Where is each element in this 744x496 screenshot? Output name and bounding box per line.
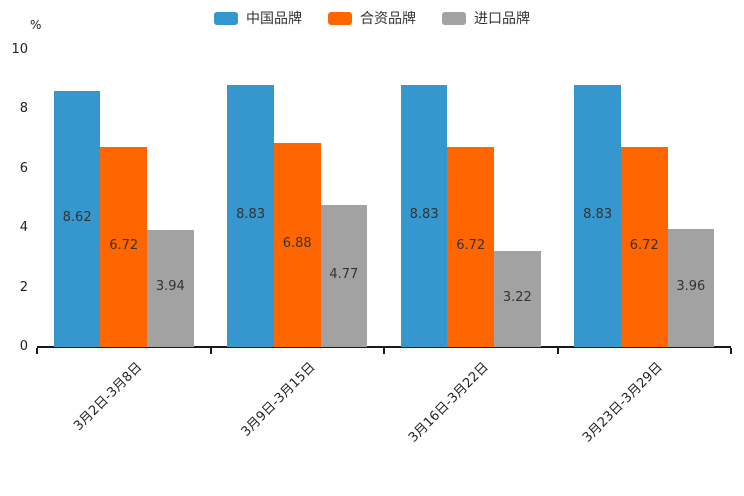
legend-swatch-icon [328,11,352,25]
bar-value-label: 8.83 [236,206,266,222]
legend-item-china-brand: 中国品牌 [214,8,302,28]
x-tick-mark [209,348,212,354]
x-category-label: 3月2日-3月8日 [71,359,146,434]
bar [227,84,274,347]
x-tick-mark [730,348,732,354]
bar-value-label: 3.22 [502,290,532,306]
legend-swatch-icon [214,11,238,25]
x-axis-line [37,346,731,348]
bar [574,84,621,347]
y-tick-label: 4 [19,220,28,236]
bar-value-label: 8.62 [62,209,92,225]
bar [620,147,668,347]
bar [100,147,148,347]
bar [667,229,715,347]
bar [147,229,194,347]
bar [494,251,541,347]
bar-value-label: 4.77 [329,267,359,283]
bar-value-label: 8.83 [583,206,613,222]
bar-value-label: 3.94 [155,279,185,295]
x-category-label: 3月9日-3月15日 [238,359,319,440]
legend-label: 进口品牌 [474,11,530,27]
legend-label: 中国品牌 [246,11,302,27]
x-category-label: 3月23日-3月29日 [579,359,666,446]
bar [273,142,321,347]
legend-item-joint-venture-brand: 合资品牌 [328,8,416,28]
y-axis-unit-label: % [30,18,42,32]
legend-swatch-icon [442,11,466,25]
bar [320,205,368,347]
x-tick-mark [556,348,559,354]
y-tick-label: 10 [11,42,28,57]
bar-value-label: 3.96 [676,279,706,295]
bar-value-label: 8.83 [409,206,439,222]
x-tick-mark [36,348,38,354]
bar [400,84,448,347]
x-category-label: 3月16日-3月22日 [406,359,493,446]
x-tick-mark [383,348,385,354]
legend-item-imported-brand: 进口品牌 [442,8,530,28]
bar-value-label: 6.72 [629,238,659,254]
y-tick-label: 2 [19,279,28,295]
y-tick-label: 6 [19,160,28,176]
bar [447,147,495,347]
chart-legend: 中国品牌 合资品牌 进口品牌 [0,8,744,28]
bar [53,90,101,347]
y-tick-label: 8 [19,101,28,117]
y-tick-label: 0 [19,339,28,354]
legend-label: 合资品牌 [360,11,416,27]
bar-value-label: 6.72 [456,238,486,254]
bar-value-label: 6.72 [109,238,139,254]
bar-value-label: 6.88 [282,235,312,251]
